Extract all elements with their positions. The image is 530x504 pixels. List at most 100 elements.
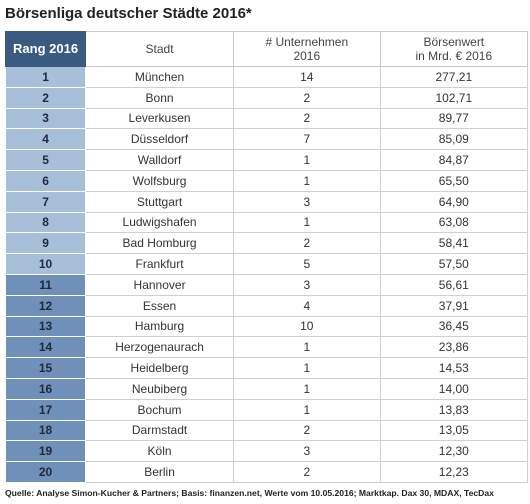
city-cell: Hannover: [85, 273, 234, 296]
rank-cell: 16: [4, 377, 87, 400]
table-row: 7 Stuttgart 3 64,90: [4, 190, 529, 213]
table-row: 3 Leverkusen 2 89,77: [4, 107, 529, 130]
rank-cell: 11: [4, 273, 87, 296]
table-row: 19 Köln 3 12,30: [4, 440, 529, 463]
table-row: 2 Bonn 2 102,71: [4, 86, 529, 109]
rank-cell: 4: [4, 128, 87, 151]
rank-cell: 20: [4, 461, 87, 483]
table-row: 17 Bochum 1 13,83: [4, 398, 529, 421]
market-value-cell: 89,77: [379, 107, 529, 130]
market-value-cell: 36,45: [379, 315, 529, 338]
company-count-cell: 2: [233, 232, 381, 255]
company-count-cell: 2: [233, 419, 381, 442]
city-cell: Hamburg: [85, 315, 234, 338]
market-value-cell: 57,50: [379, 253, 529, 275]
company-count-cell: 1: [233, 211, 381, 234]
rank-cell: 10: [4, 253, 87, 275]
market-value-cell: 13,05: [379, 419, 529, 442]
market-value-cell: 14,53: [379, 357, 529, 379]
table-row: 1 München 14 277,21: [4, 66, 529, 88]
title: Börsenliga deutscher Städte 2016*: [5, 5, 252, 22]
market-value-cell: 58,41: [379, 232, 529, 255]
column-header: # Unternehmen 2016: [233, 31, 381, 67]
company-count-cell: 2: [233, 86, 381, 109]
city-cell: Neubiberg: [85, 377, 234, 400]
table-row: 12 Essen 4 37,91: [4, 294, 529, 317]
city-cell: Berlin: [85, 461, 234, 483]
company-count-cell: 14: [233, 66, 381, 88]
rank-cell: 5: [4, 149, 87, 171]
rank-cell: 9: [4, 232, 87, 255]
city-cell: Darmstadt: [85, 419, 234, 442]
city-cell: Bochum: [85, 398, 234, 421]
column-header: Rang 2016: [4, 31, 87, 67]
market-value-cell: 85,09: [379, 128, 529, 151]
table-row: 6 Wolfsburg 1 65,50: [4, 169, 529, 192]
city-cell: Köln: [85, 440, 234, 463]
company-count-cell: 1: [233, 169, 381, 192]
company-count-cell: 1: [233, 336, 381, 359]
table-row: 11 Hannover 3 56,61: [4, 273, 529, 296]
company-count-cell: 2: [233, 107, 381, 130]
market-value-cell: 102,71: [379, 86, 529, 109]
market-value-cell: 277,21: [379, 66, 529, 88]
market-value-cell: 14,00: [379, 377, 529, 400]
city-cell: Wolfsburg: [85, 169, 234, 192]
rank-cell: 1: [4, 66, 87, 88]
table-row: 5 Walldorf 1 84,87: [4, 149, 529, 171]
company-count-cell: 4: [233, 294, 381, 317]
company-count-cell: 5: [233, 253, 381, 275]
market-value-cell: 23,86: [379, 336, 529, 359]
company-count-cell: 2: [233, 461, 381, 483]
city-cell: Frankfurt: [85, 253, 234, 275]
company-count-cell: 1: [233, 398, 381, 421]
market-value-cell: 63,08: [379, 211, 529, 234]
city-cell: Leverkusen: [85, 107, 234, 130]
market-value-cell: 13,83: [379, 398, 529, 421]
city-cell: Ludwigshafen: [85, 211, 234, 234]
rank-cell: 15: [4, 357, 87, 379]
city-cell: Walldorf: [85, 149, 234, 171]
city-cell: Bad Homburg: [85, 232, 234, 255]
ranking-table: Rang 2016 Stadt # Unternehmen 2016 Börse…: [4, 31, 529, 483]
rank-cell: 14: [4, 336, 87, 359]
market-value-cell: 12,23: [379, 461, 529, 483]
rank-cell: 13: [4, 315, 87, 338]
rank-cell: 2: [4, 86, 87, 109]
table-row: 16 Neubiberg 1 14,00: [4, 377, 529, 400]
rank-cell: 12: [4, 294, 87, 317]
table-row: 4 Düsseldorf 7 85,09: [4, 128, 529, 151]
company-count-cell: 10: [233, 315, 381, 338]
column-header: Stadt: [85, 31, 234, 67]
rank-cell: 8: [4, 211, 87, 234]
company-count-cell: 3: [233, 440, 381, 463]
column-header: Börsenwert in Mrd. € 2016: [379, 31, 529, 67]
city-cell: Stuttgart: [85, 190, 234, 213]
city-cell: Heidelberg: [85, 357, 234, 379]
company-count-cell: 3: [233, 190, 381, 213]
rank-cell: 19: [4, 440, 87, 463]
city-cell: Essen: [85, 294, 234, 317]
market-value-cell: 64,90: [379, 190, 529, 213]
city-cell: Bonn: [85, 86, 234, 109]
market-value-cell: 65,50: [379, 169, 529, 192]
market-value-cell: 12,30: [379, 440, 529, 463]
table-row: 18 Darmstadt 2 13,05: [4, 419, 529, 442]
source-note: Quelle: Analyse Simon-Kucher & Partners;…: [5, 488, 494, 498]
table-row: 9 Bad Homburg 2 58,41: [4, 232, 529, 255]
market-value-cell: 84,87: [379, 149, 529, 171]
company-count-cell: 7: [233, 128, 381, 151]
company-count-cell: 1: [233, 357, 381, 379]
city-cell: Düsseldorf: [85, 128, 234, 151]
rank-cell: 3: [4, 107, 87, 130]
rank-cell: 18: [4, 419, 87, 442]
company-count-cell: 1: [233, 149, 381, 171]
city-cell: Herzogenaurach: [85, 336, 234, 359]
table-row: 8 Ludwigshafen 1 63,08: [4, 211, 529, 234]
company-count-cell: 3: [233, 273, 381, 296]
rank-cell: 6: [4, 169, 87, 192]
table-row: 14 Herzogenaurach 1 23,86: [4, 336, 529, 359]
rank-cell: 7: [4, 190, 87, 213]
company-count-cell: 1: [233, 377, 381, 400]
